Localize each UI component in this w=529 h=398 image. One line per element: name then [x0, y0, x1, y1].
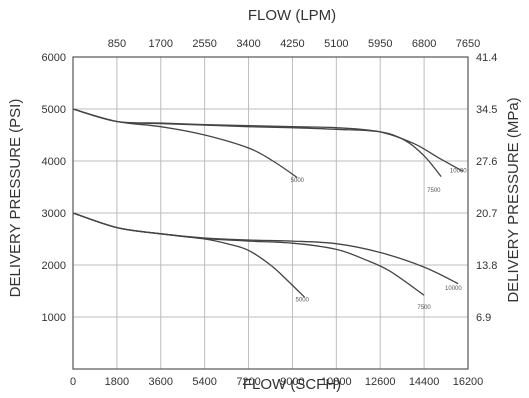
bottom-tick-label: 3600	[149, 376, 173, 388]
series-line-7500	[72, 108, 442, 178]
right-tick-label: 20.7	[476, 208, 497, 220]
bottom-tick-label: 10800	[321, 376, 352, 388]
top-tick-label: 5100	[324, 38, 348, 50]
left-tick-label: 2000	[42, 260, 66, 272]
top-tick-label: 2550	[192, 38, 216, 50]
bottom-tick-label: 16200	[453, 376, 484, 388]
left-tick-label: 4000	[42, 156, 66, 168]
grid	[73, 57, 469, 369]
top-axis-title: FLOW (LPM)	[248, 7, 336, 24]
left-tick-label: 3000	[42, 208, 66, 220]
curve-labels: 5000 7500 10000 5000 7500 10000	[291, 168, 468, 311]
right-tick-label: 27.6	[476, 156, 497, 168]
curve-label: 7500	[427, 188, 441, 194]
curve-label: 10000	[445, 286, 462, 292]
bottom-tick-label: 12600	[365, 376, 396, 388]
right-axis-title: DELIVERY PRESSURE (MPa)	[505, 97, 522, 302]
curves	[72, 108, 464, 298]
bottom-tick-label: 0	[70, 376, 76, 388]
top-tick-label: 6800	[412, 38, 436, 50]
tick-labels: 0 1800 3600 5400 7200 9000 10800 12600 14400 1620…	[42, 38, 498, 388]
top-tick-label: 5950	[368, 38, 392, 50]
bottom-tick-label: 9000	[280, 376, 304, 388]
left-tick-label: 5000	[42, 104, 66, 116]
curve-label: 5000	[296, 297, 310, 303]
right-tick-label: 6.9	[476, 312, 491, 324]
plot-frame	[72, 56, 469, 370]
series-line-10000	[72, 212, 459, 285]
top-tick-label: 850	[108, 38, 126, 50]
bottom-tick-label: 14400	[409, 376, 440, 388]
left-axis-title: DELIVERY PRESSURE (PSI)	[7, 99, 24, 298]
right-tick-label: 41.4	[476, 52, 497, 64]
curve-label: 7500	[417, 305, 431, 311]
curve-label: 10000	[450, 168, 467, 174]
top-tick-label: 1700	[149, 38, 173, 50]
bottom-tick-label: 7200	[236, 376, 260, 388]
left-tick-label: 6000	[42, 52, 66, 64]
series-line-10000	[72, 108, 464, 172]
right-tick-label: 34.5	[476, 104, 497, 116]
bottom-axis-title: FLOW (SCFH)	[243, 376, 341, 393]
top-tick-label: 4250	[280, 38, 304, 50]
right-tick-label: 13.8	[476, 260, 497, 272]
left-tick-label: 1000	[42, 312, 66, 324]
curve-label: 5000	[291, 178, 305, 184]
bottom-tick-label: 5400	[192, 376, 216, 388]
top-tick-label: 7650	[456, 38, 480, 50]
top-tick-label: 3400	[236, 38, 260, 50]
bottom-tick-label: 1800	[105, 376, 129, 388]
